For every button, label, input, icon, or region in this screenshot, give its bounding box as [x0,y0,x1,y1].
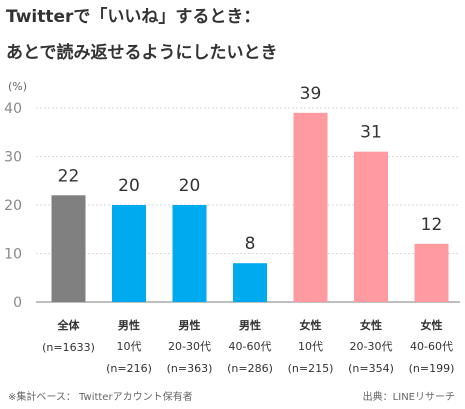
category-label: (n=199) [409,362,455,375]
category-label: 男性 [179,318,201,332]
category-label: (n=286) [227,362,273,375]
category-label: 女性 [360,318,382,332]
bar-value-label: 8 [245,234,256,254]
footnote-source: 出典：LINEリサーチ [362,392,455,403]
category-label: 20-30代 [350,340,393,353]
category-label: 女性 [300,318,322,332]
category-label: 40-60代 [410,340,453,353]
bar [233,263,267,302]
category-label: 男性 [118,318,140,332]
y-tick-label: 10 [4,247,22,263]
category-label: 10代 [117,340,142,353]
category-label: 10代 [298,340,323,353]
footnote-base: ※集計ベース： Twitterアカウント保有者 [8,392,193,403]
y-tick-label: 20 [4,198,22,214]
y-axis-unit-label: (%) [8,80,27,93]
bar [414,243,449,302]
bar-value-label: 31 [360,123,382,143]
category-label: (n=363) [167,362,213,375]
category-label: 男性 [239,318,261,332]
bar-value-label: 20 [179,176,201,196]
chart-title-line2: あとで読み返せるようにしたいとき [6,43,278,63]
y-tick-label: 30 [4,150,22,166]
category-label: 40-60代 [229,340,272,353]
bar [354,151,388,302]
bar-value-label: 12 [421,215,443,235]
bar [172,205,207,302]
y-tick-label: 40 [4,101,22,117]
category-label: 20-30代 [168,340,211,353]
category-label: 全体 [57,318,81,332]
category-label: (n=1633) [42,341,95,354]
chart-title-line1: Twitterで「いいね」するとき： [6,7,261,27]
bar [112,205,146,302]
y-tick-label: 0 [13,295,22,311]
bar [51,195,86,302]
category-label: (n=215) [288,362,334,375]
bar [293,112,328,302]
category-label: (n=354) [348,362,394,375]
category-label: 女性 [421,318,443,332]
category-label: (n=216) [106,362,152,375]
bar-value-label: 22 [58,166,80,186]
bar-value-label: 39 [300,84,322,104]
bar-value-label: 20 [118,176,140,196]
